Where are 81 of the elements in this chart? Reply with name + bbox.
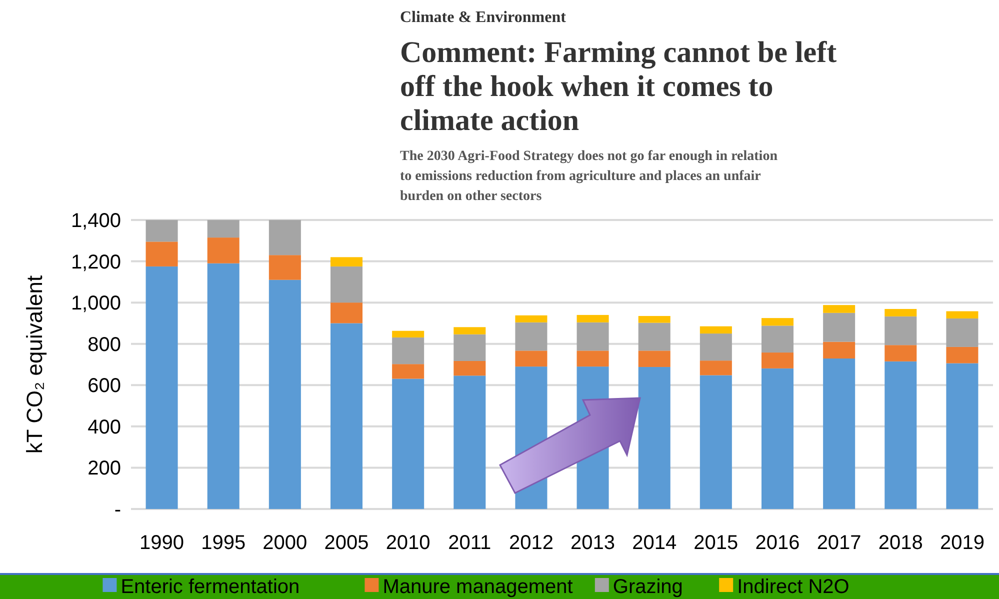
- bar: [638, 322, 670, 351]
- bar: [638, 316, 670, 323]
- x-tick-label: 2016: [755, 532, 800, 554]
- x-tick-label: 2011: [448, 532, 492, 554]
- y-tick-label: 1,000: [70, 292, 121, 315]
- bar: [515, 350, 548, 367]
- bar: [884, 316, 917, 346]
- bar: [515, 315, 548, 322]
- bar: [700, 334, 732, 361]
- x-tick-label: 1990: [140, 532, 184, 554]
- bar: [761, 326, 794, 353]
- bar: [268, 220, 301, 256]
- y-tick-label: 800: [88, 334, 121, 356]
- y-tick-label: 1,400: [70, 210, 121, 232]
- bar: [454, 334, 486, 361]
- y-tick-label: 400: [88, 416, 121, 438]
- x-tick-label: 2005: [324, 532, 369, 554]
- bar: [207, 238, 240, 264]
- bar: [330, 302, 363, 324]
- bar: [700, 326, 732, 334]
- bar: [638, 366, 670, 509]
- legend-label: Manure management: [382, 576, 574, 598]
- x-tick-label: 2012: [508, 532, 554, 554]
- chart-subtitle: The 2030 Agri-Food Strategy does not go far enough in relation to emissions reduction from agriculture and places an unfair burden on other sectors: [400, 149, 778, 204]
- bar: [454, 360, 486, 376]
- x-tick-label: 2014: [632, 532, 677, 554]
- legend-label: Grazing: [612, 576, 683, 598]
- bar: [823, 342, 856, 359]
- bar: [700, 375, 732, 509]
- bar: [823, 312, 856, 342]
- bar: [515, 322, 548, 351]
- bar: [576, 350, 609, 367]
- bar: [884, 345, 917, 362]
- x-tick-label: 2013: [570, 532, 616, 554]
- bar: [392, 378, 424, 509]
- bar: [700, 360, 732, 376]
- bar: [946, 311, 978, 318]
- bar: [884, 308, 917, 316]
- y-tick-label: 600: [88, 375, 121, 398]
- bar: [146, 266, 178, 509]
- bar: [454, 327, 486, 334]
- bar: [761, 368, 794, 509]
- bar: [330, 266, 363, 303]
- y-tick-label: -: [114, 499, 121, 521]
- bar: [761, 352, 794, 368]
- y-axis-title: kT CO₂ equivalent: [22, 275, 47, 454]
- y-tick-label: 200: [88, 458, 121, 480]
- x-tick-label: 2018: [878, 532, 923, 554]
- bar: [207, 220, 240, 238]
- bar: [576, 314, 609, 322]
- x-tick-label: 2010: [386, 532, 430, 554]
- legend-label: Enteric fermentation: [120, 576, 300, 598]
- chart-title: Comment: Farming cannot be left off the hook when it comes to climate action: [400, 36, 837, 137]
- bar: [454, 376, 486, 509]
- bar: [823, 305, 856, 313]
- bar: [392, 337, 424, 364]
- x-tick-label: 2017: [816, 532, 862, 554]
- x-tick-label: 2019: [940, 532, 984, 554]
- bar: [392, 364, 424, 379]
- bar: [146, 242, 178, 266]
- bar: [268, 280, 301, 509]
- bar: [946, 318, 978, 347]
- bar: [268, 255, 301, 280]
- bar: [392, 330, 424, 338]
- bar: [330, 323, 363, 509]
- x-tick-label: 1995: [201, 532, 246, 554]
- y-tick-label: 1,200: [70, 251, 121, 274]
- text: Climate & Environment: [400, 9, 567, 26]
- bar: [207, 263, 240, 509]
- bar: [576, 322, 609, 351]
- bar: [146, 220, 178, 242]
- bar: [330, 257, 363, 266]
- bar: [946, 363, 978, 509]
- bar: [823, 358, 856, 509]
- bar: [884, 361, 917, 509]
- bar: [946, 346, 978, 364]
- x-tick-label: 2000: [262, 532, 308, 554]
- bar: [638, 350, 670, 367]
- legend-label: Indirect N2O: [737, 576, 850, 598]
- bar: [761, 318, 794, 326]
- x-tick-label: 2015: [694, 532, 738, 554]
